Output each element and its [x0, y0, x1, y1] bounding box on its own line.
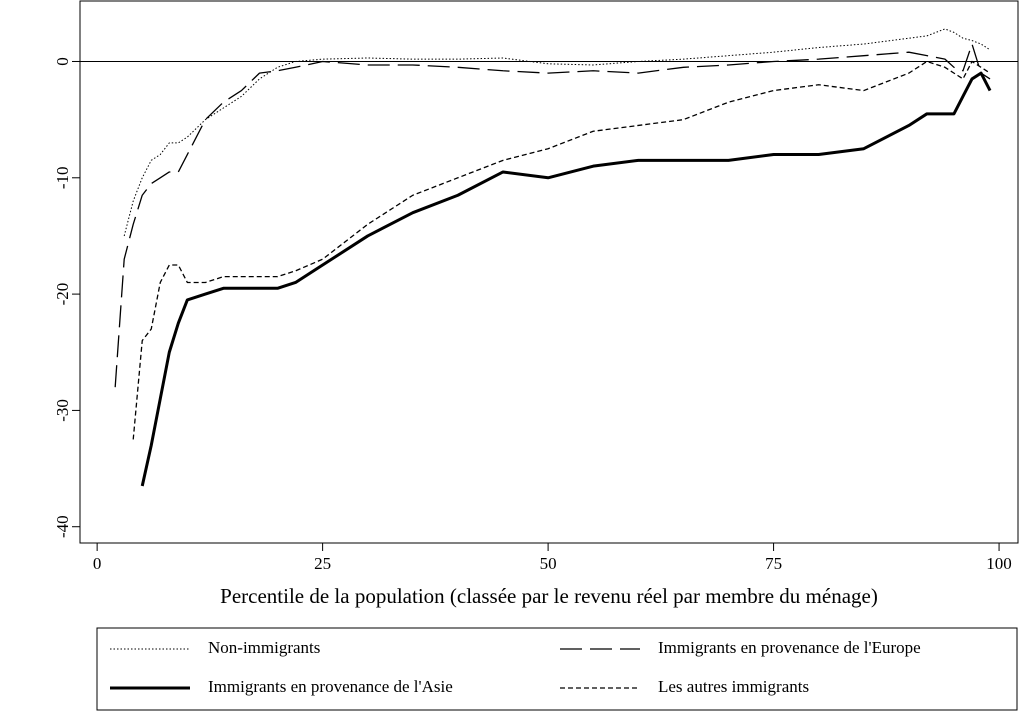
- x-tick-label: 75: [765, 554, 782, 573]
- y-tick-label: -10: [53, 166, 72, 189]
- legend-label: Non-immigrants: [208, 638, 320, 657]
- legend-label: Immigrants en provenance de l'Asie: [208, 677, 453, 696]
- y-tick-label: -40: [53, 515, 72, 538]
- x-axis-label: Percentile de la population (classée par…: [220, 584, 878, 608]
- y-tick-label: -30: [53, 399, 72, 422]
- series-line: [123, 28, 991, 237]
- x-tick-label: 0: [93, 554, 102, 573]
- y-tick-label: -20: [53, 283, 72, 306]
- legend-box: [96, 627, 1018, 711]
- x-tick-label: 100: [986, 554, 1012, 573]
- series-line: [114, 43, 991, 388]
- legend-label: Immigrants en provenance de l'Europe: [658, 638, 921, 657]
- series-line: [140, 71, 992, 487]
- plot-frame: [79, 0, 1019, 544]
- series-line: [132, 60, 991, 440]
- x-tick-label: 50: [540, 554, 557, 573]
- legend-label: Les autres immigrants: [658, 677, 809, 696]
- y-tick-label: 0: [53, 57, 72, 65]
- x-tick-label: 25: [314, 554, 331, 573]
